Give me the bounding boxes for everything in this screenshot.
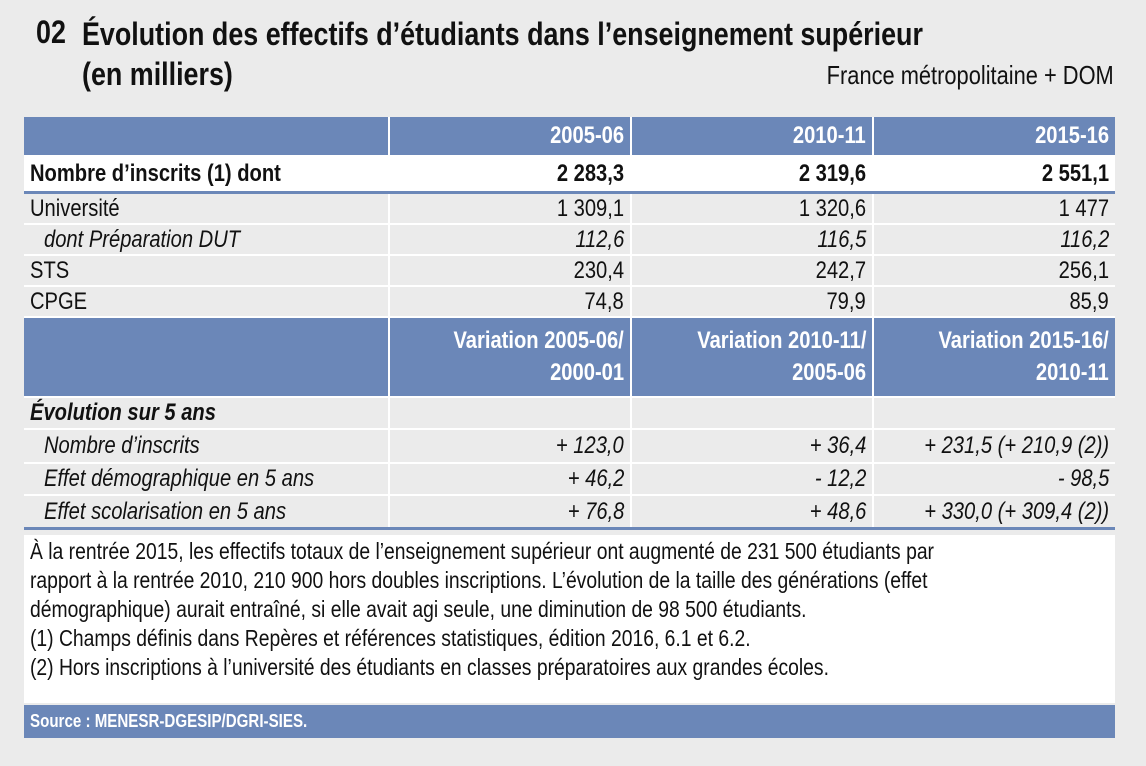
table-row-total: Nombre d’inscrits (1) dont 2 283,3 2 319… xyxy=(24,157,1115,194)
footnote-1: (1) Champs définis dans Repères et référ… xyxy=(30,625,751,651)
table-row: STS 230,4 242,7 256,1 xyxy=(24,256,1115,287)
table-row: dont Préparation DUT 112,6 116,5 116,2 xyxy=(24,225,1115,256)
variation-header-row: Variation 2005-06/2000-01 Variation 2010… xyxy=(24,318,1115,398)
notes: À la rentrée 2015, les effectifs totaux … xyxy=(24,535,1115,703)
column-header: Variation 2015-16/2010-11 xyxy=(874,318,1115,396)
scope-label: France métropolitaine + DOM xyxy=(826,60,1114,90)
table-header-row: 2005-06 2010-11 2015-16 xyxy=(24,117,1115,157)
table-row: Effet démographique en 5 ans + 46,2 - 12… xyxy=(24,464,1115,496)
column-header: Variation 2005-06/2000-01 xyxy=(390,318,632,396)
column-header: Variation 2010-11/2005-06 xyxy=(632,318,874,396)
table-row: CPGE 74,8 79,9 85,9 xyxy=(24,287,1115,318)
column-header: 2015-16 xyxy=(874,117,1115,155)
table-row: Effet scolarisation en 5 ans + 76,8 + 48… xyxy=(24,496,1115,530)
table-row: Nombre d’inscrits + 123,0 + 36,4 + 231,5… xyxy=(24,430,1115,464)
section-row: Évolution sur 5 ans xyxy=(24,398,1115,430)
column-header: 2010-11 xyxy=(632,117,874,155)
table-row: Université 1 309,1 1 320,6 1 477 xyxy=(24,194,1115,225)
note-line: démographique) aurait entraîné, si elle … xyxy=(30,596,807,622)
note-line: rapport à la rentrée 2010, 210 900 hors … xyxy=(30,567,928,593)
column-header: 2005-06 xyxy=(390,117,632,155)
source-bar: Source : MENESR-DGESIP/DGRI-SIES. xyxy=(24,705,1115,738)
page-title: Évolution des effectifs d’étudiants dans… xyxy=(82,16,923,92)
footnote-2: (2) Hors inscriptions à l’université des… xyxy=(30,654,829,680)
data-table: 2005-06 2010-11 2015-16 Nombre d’inscrit… xyxy=(24,117,1115,530)
figure-number: 02 xyxy=(36,14,66,50)
note-line: À la rentrée 2015, les effectifs totaux … xyxy=(30,538,934,564)
